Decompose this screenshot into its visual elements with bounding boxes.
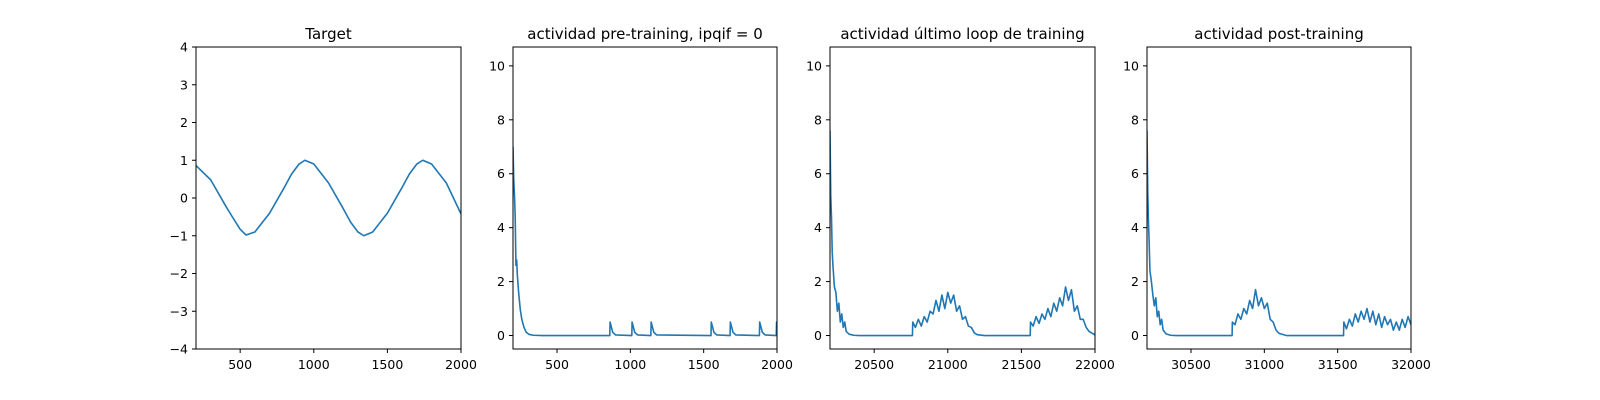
- x-tick-label: 2000: [761, 357, 793, 372]
- panel-post-training: actividad post-training 30500 31000 31500 3…: [1123, 25, 1431, 372]
- plot-frame: [195, 46, 462, 350]
- y-tick-label: 0: [180, 191, 188, 206]
- y-tick-label: 4: [497, 220, 505, 235]
- x-tick-label: 31000: [1244, 357, 1284, 372]
- y-tick-label: −3: [170, 304, 188, 319]
- y-tick-label: 0: [814, 328, 822, 343]
- panel-target: Target 500 1000 1500 2000 −4 −3 −2 −1 0 1 2 3 4: [170, 25, 477, 372]
- panel-title: actividad pre-training, ipqif = 0: [527, 25, 763, 43]
- y-tick-label: 2: [497, 274, 505, 289]
- y-tick-label: −4: [170, 342, 188, 357]
- x-tick-label: 500: [545, 357, 569, 372]
- y-tick-label: 2: [814, 274, 822, 289]
- x-tick-label: 1500: [371, 357, 403, 372]
- y-tick-label: 10: [1123, 58, 1139, 73]
- y-tick-label: −1: [170, 228, 188, 243]
- y-tick-label: 10: [489, 58, 505, 73]
- x-tick-label: 1000: [614, 357, 646, 372]
- y-tick-label: 6: [1131, 166, 1139, 181]
- y-tick-label: 6: [497, 166, 505, 181]
- x-tick-label: 21500: [1002, 357, 1042, 372]
- x-tick-label: 32000: [1391, 357, 1431, 372]
- x-tick-label: 21000: [928, 357, 968, 372]
- panel-title: actividad último loop de training: [840, 25, 1084, 43]
- y-tick-label: 0: [497, 328, 505, 343]
- y-tick-label: −2: [170, 266, 188, 281]
- series-line: [196, 159, 461, 237]
- y-tick-label: 8: [497, 112, 505, 127]
- x-tick-label: 1500: [688, 357, 720, 372]
- y-tick-label: 4: [180, 40, 188, 55]
- x-tick-label: 500: [228, 357, 252, 372]
- series-line: [830, 130, 1095, 337]
- x-tick-label: 22000: [1075, 357, 1115, 372]
- plot-frame: [1146, 46, 1412, 350]
- x-tick-label: 31500: [1318, 357, 1358, 372]
- y-tick-label: 0: [1131, 328, 1139, 343]
- y-tick-label: 2: [1131, 274, 1139, 289]
- x-tick-label: 20500: [854, 357, 894, 372]
- y-tick-label: 10: [806, 58, 822, 73]
- y-tick-label: 1: [180, 153, 188, 168]
- panel-title: actividad post-training: [1194, 25, 1363, 43]
- y-tick-label: 6: [814, 166, 822, 181]
- series-line: [513, 146, 777, 337]
- y-tick-label: 4: [1131, 220, 1139, 235]
- y-tick-label: 8: [1131, 112, 1139, 127]
- x-tick-label: 30500: [1171, 357, 1211, 372]
- panel-title: Target: [304, 25, 352, 43]
- y-tick-label: 3: [180, 77, 188, 92]
- panel-last-training-loop: actividad último loop de training 20500 2…: [806, 25, 1115, 372]
- plot-frame: [512, 46, 778, 350]
- x-tick-label: 2000: [445, 357, 477, 372]
- y-tick-label: 4: [814, 220, 822, 235]
- y-tick-label: 8: [814, 112, 822, 127]
- plot-frame: [829, 46, 1096, 350]
- x-tick-label: 1000: [298, 357, 330, 372]
- series-line: [1147, 130, 1411, 337]
- y-tick-label: 2: [180, 115, 188, 130]
- panel-pre-training: actividad pre-training, ipqif = 0 500 100…: [489, 25, 793, 372]
